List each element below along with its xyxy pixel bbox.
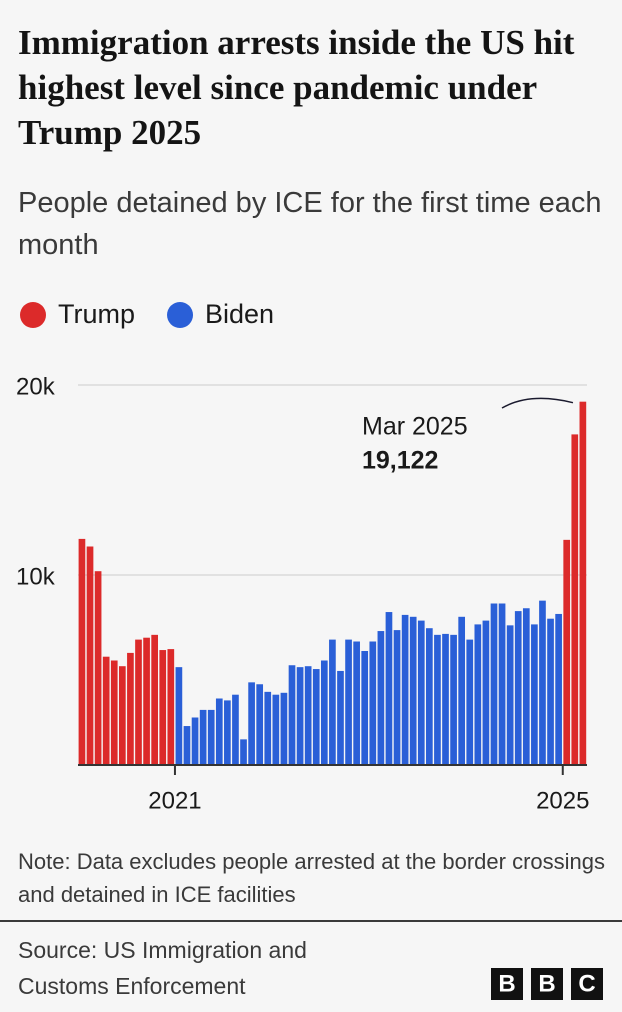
bar <box>531 624 538 765</box>
bar <box>102 656 110 765</box>
bar <box>409 616 417 765</box>
bar <box>167 649 175 765</box>
bar <box>86 546 94 765</box>
bar <box>434 634 441 765</box>
bar <box>442 633 449 765</box>
bar <box>264 691 272 765</box>
bar <box>248 682 255 765</box>
bar <box>353 641 360 765</box>
logo-letter: C <box>578 970 595 997</box>
bar <box>175 667 183 765</box>
legend-marker <box>20 302 46 328</box>
bar <box>450 634 457 765</box>
logo-block <box>571 968 603 1000</box>
bar <box>94 571 102 765</box>
legend-label: Biden <box>205 299 274 329</box>
bar <box>385 612 393 765</box>
bar <box>127 652 134 765</box>
bar <box>224 700 231 765</box>
bar <box>466 639 474 765</box>
bar <box>506 625 514 765</box>
bar <box>320 660 328 765</box>
legend-label: Trump <box>58 299 135 329</box>
bar <box>514 611 522 765</box>
bar <box>159 650 167 765</box>
bar <box>135 639 142 765</box>
logo-letter: B <box>538 970 555 997</box>
bar <box>207 709 215 765</box>
bar <box>191 717 199 765</box>
bar <box>183 726 191 765</box>
bar <box>256 684 264 765</box>
bar <box>280 692 288 765</box>
bar <box>474 624 482 765</box>
bar <box>312 669 320 765</box>
logo-letter: B <box>498 970 515 997</box>
bar <box>579 401 587 765</box>
y-tick-label: 10k <box>16 563 56 590</box>
bar <box>555 613 562 765</box>
chart-title: Immigration arrests inside the US hit hi… <box>18 23 575 152</box>
bar <box>110 660 118 765</box>
bar <box>393 630 401 765</box>
bar <box>426 628 433 765</box>
legend-marker <box>167 302 194 328</box>
bar <box>401 614 409 765</box>
annotation-value: 19,122 <box>362 447 438 475</box>
bar <box>547 618 554 765</box>
bar <box>78 538 86 765</box>
source: Source: US Immigration and Customs Enfor… <box>18 937 307 999</box>
bar <box>272 694 280 765</box>
bar <box>417 620 425 765</box>
bar <box>199 709 207 765</box>
chart-subtitle: People detained by ICE for the first tim… <box>18 187 602 261</box>
bar <box>571 434 579 765</box>
bar <box>563 539 571 765</box>
bar <box>232 694 239 765</box>
note: Note: Data excludes people arrested at t… <box>18 849 605 907</box>
y-tick-label: 20k <box>16 373 56 400</box>
bar <box>288 665 296 765</box>
bar <box>498 603 506 765</box>
bar <box>490 603 498 765</box>
bar <box>151 634 158 765</box>
bar <box>329 639 336 765</box>
bar <box>482 620 490 765</box>
logo-block <box>531 968 563 1000</box>
bar <box>458 616 466 765</box>
bar <box>304 666 312 765</box>
bar <box>240 739 247 765</box>
logo-block <box>491 968 523 1000</box>
bar <box>337 670 344 765</box>
bar <box>215 698 223 765</box>
bar <box>296 667 304 765</box>
bar <box>369 641 377 765</box>
bar <box>118 666 126 765</box>
x-tick-label: 2025 <box>536 787 589 814</box>
bar <box>143 637 150 765</box>
bar <box>361 651 369 765</box>
bar <box>377 631 385 765</box>
x-tick-label: 2021 <box>148 787 201 814</box>
separator <box>0 920 622 922</box>
bar <box>522 608 530 765</box>
bar <box>539 600 546 765</box>
bar <box>345 639 352 765</box>
annotation-leader <box>501 397 574 409</box>
annotation-text: Mar 2025 <box>362 413 468 441</box>
